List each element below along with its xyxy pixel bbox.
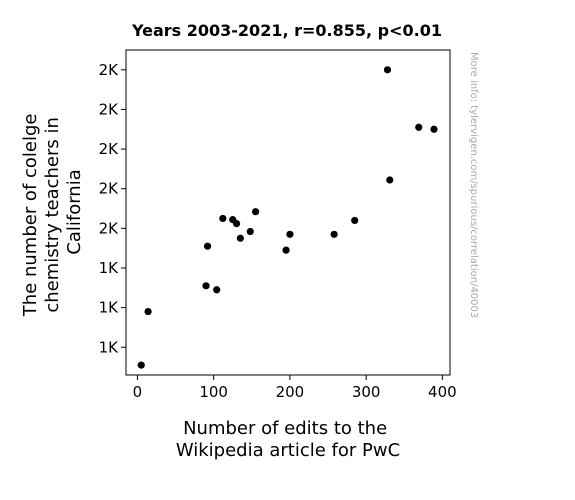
x-tick-label: 100 xyxy=(199,383,228,401)
x-tick-label: 0 xyxy=(133,383,143,401)
x-axis: 0 100 200 300 400 xyxy=(133,375,457,401)
y-tick-label: 1K xyxy=(99,338,120,356)
y-axis-label-line-1: The number of colelge xyxy=(20,114,41,318)
data-point xyxy=(137,361,145,369)
x-tick-label: 400 xyxy=(428,383,457,401)
data-point xyxy=(383,66,392,74)
y-axis-label: The number of colelge chemistry teachers… xyxy=(20,108,85,317)
x-tick-label: 200 xyxy=(276,383,305,401)
x-axis-label-line-1: Number of edits to the xyxy=(183,418,387,439)
data-point xyxy=(236,234,244,242)
x-axis-label: Number of edits to the Wikipedia article… xyxy=(176,418,400,461)
data-point xyxy=(213,286,221,294)
chart-title: Years 2003-2021, r=0.855, p<0.01 xyxy=(131,21,442,40)
data-point xyxy=(330,230,338,238)
data-point xyxy=(219,214,227,223)
data-point xyxy=(386,176,394,184)
y-axis-label-line-3: California xyxy=(64,169,85,254)
data-point xyxy=(282,246,290,254)
data-point xyxy=(430,125,438,133)
data-points xyxy=(137,66,438,369)
y-tick-label: 2K xyxy=(99,100,120,118)
data-point xyxy=(144,307,152,316)
data-point xyxy=(415,123,423,131)
x-tick-label: 300 xyxy=(352,383,381,401)
data-point xyxy=(246,227,254,236)
y-axis: 1K 1K 1K 2K 2K 2K 2K 2K xyxy=(99,61,126,356)
y-tick-label: 2K xyxy=(99,219,120,237)
y-tick-label: 2K xyxy=(99,180,120,198)
data-point xyxy=(203,242,212,250)
data-point xyxy=(232,219,241,228)
y-axis-label-line-2: chemistry teachers in xyxy=(42,117,63,313)
x-axis-label-line-2: Wikipedia article for PwC xyxy=(176,440,400,461)
y-tick-label: 1K xyxy=(99,259,120,277)
plot-area xyxy=(125,49,451,376)
data-point xyxy=(252,208,260,216)
y-tick-label: 2K xyxy=(99,140,120,158)
data-point xyxy=(286,230,294,238)
watermark-text: More info: tylervigen.com/spurious/corre… xyxy=(468,52,479,318)
data-point xyxy=(351,216,359,225)
y-tick-label: 1K xyxy=(99,299,120,317)
y-tick-label: 2K xyxy=(99,61,120,79)
data-point xyxy=(202,282,210,290)
